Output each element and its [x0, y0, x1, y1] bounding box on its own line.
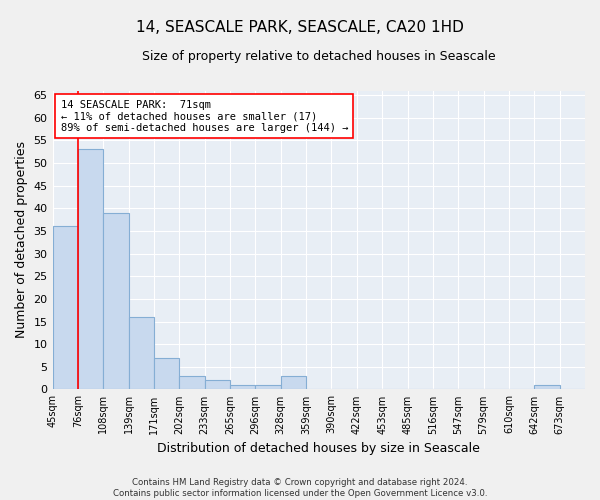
- Text: 14 SEASCALE PARK:  71sqm
← 11% of detached houses are smaller (17)
89% of semi-d: 14 SEASCALE PARK: 71sqm ← 11% of detache…: [61, 100, 348, 132]
- Y-axis label: Number of detached properties: Number of detached properties: [15, 142, 28, 338]
- X-axis label: Distribution of detached houses by size in Seascale: Distribution of detached houses by size …: [157, 442, 480, 455]
- Bar: [128, 317, 154, 390]
- Bar: [205, 380, 230, 390]
- Bar: [281, 376, 306, 390]
- Bar: [230, 385, 256, 390]
- Text: Contains HM Land Registry data © Crown copyright and database right 2024.
Contai: Contains HM Land Registry data © Crown c…: [113, 478, 487, 498]
- Bar: [534, 385, 560, 390]
- Text: 14, SEASCALE PARK, SEASCALE, CA20 1HD: 14, SEASCALE PARK, SEASCALE, CA20 1HD: [136, 20, 464, 35]
- Bar: [154, 358, 179, 390]
- Bar: [179, 376, 205, 390]
- Bar: [256, 385, 281, 390]
- Bar: [53, 226, 78, 390]
- Bar: [78, 150, 103, 390]
- Title: Size of property relative to detached houses in Seascale: Size of property relative to detached ho…: [142, 50, 496, 63]
- Bar: [103, 213, 128, 390]
